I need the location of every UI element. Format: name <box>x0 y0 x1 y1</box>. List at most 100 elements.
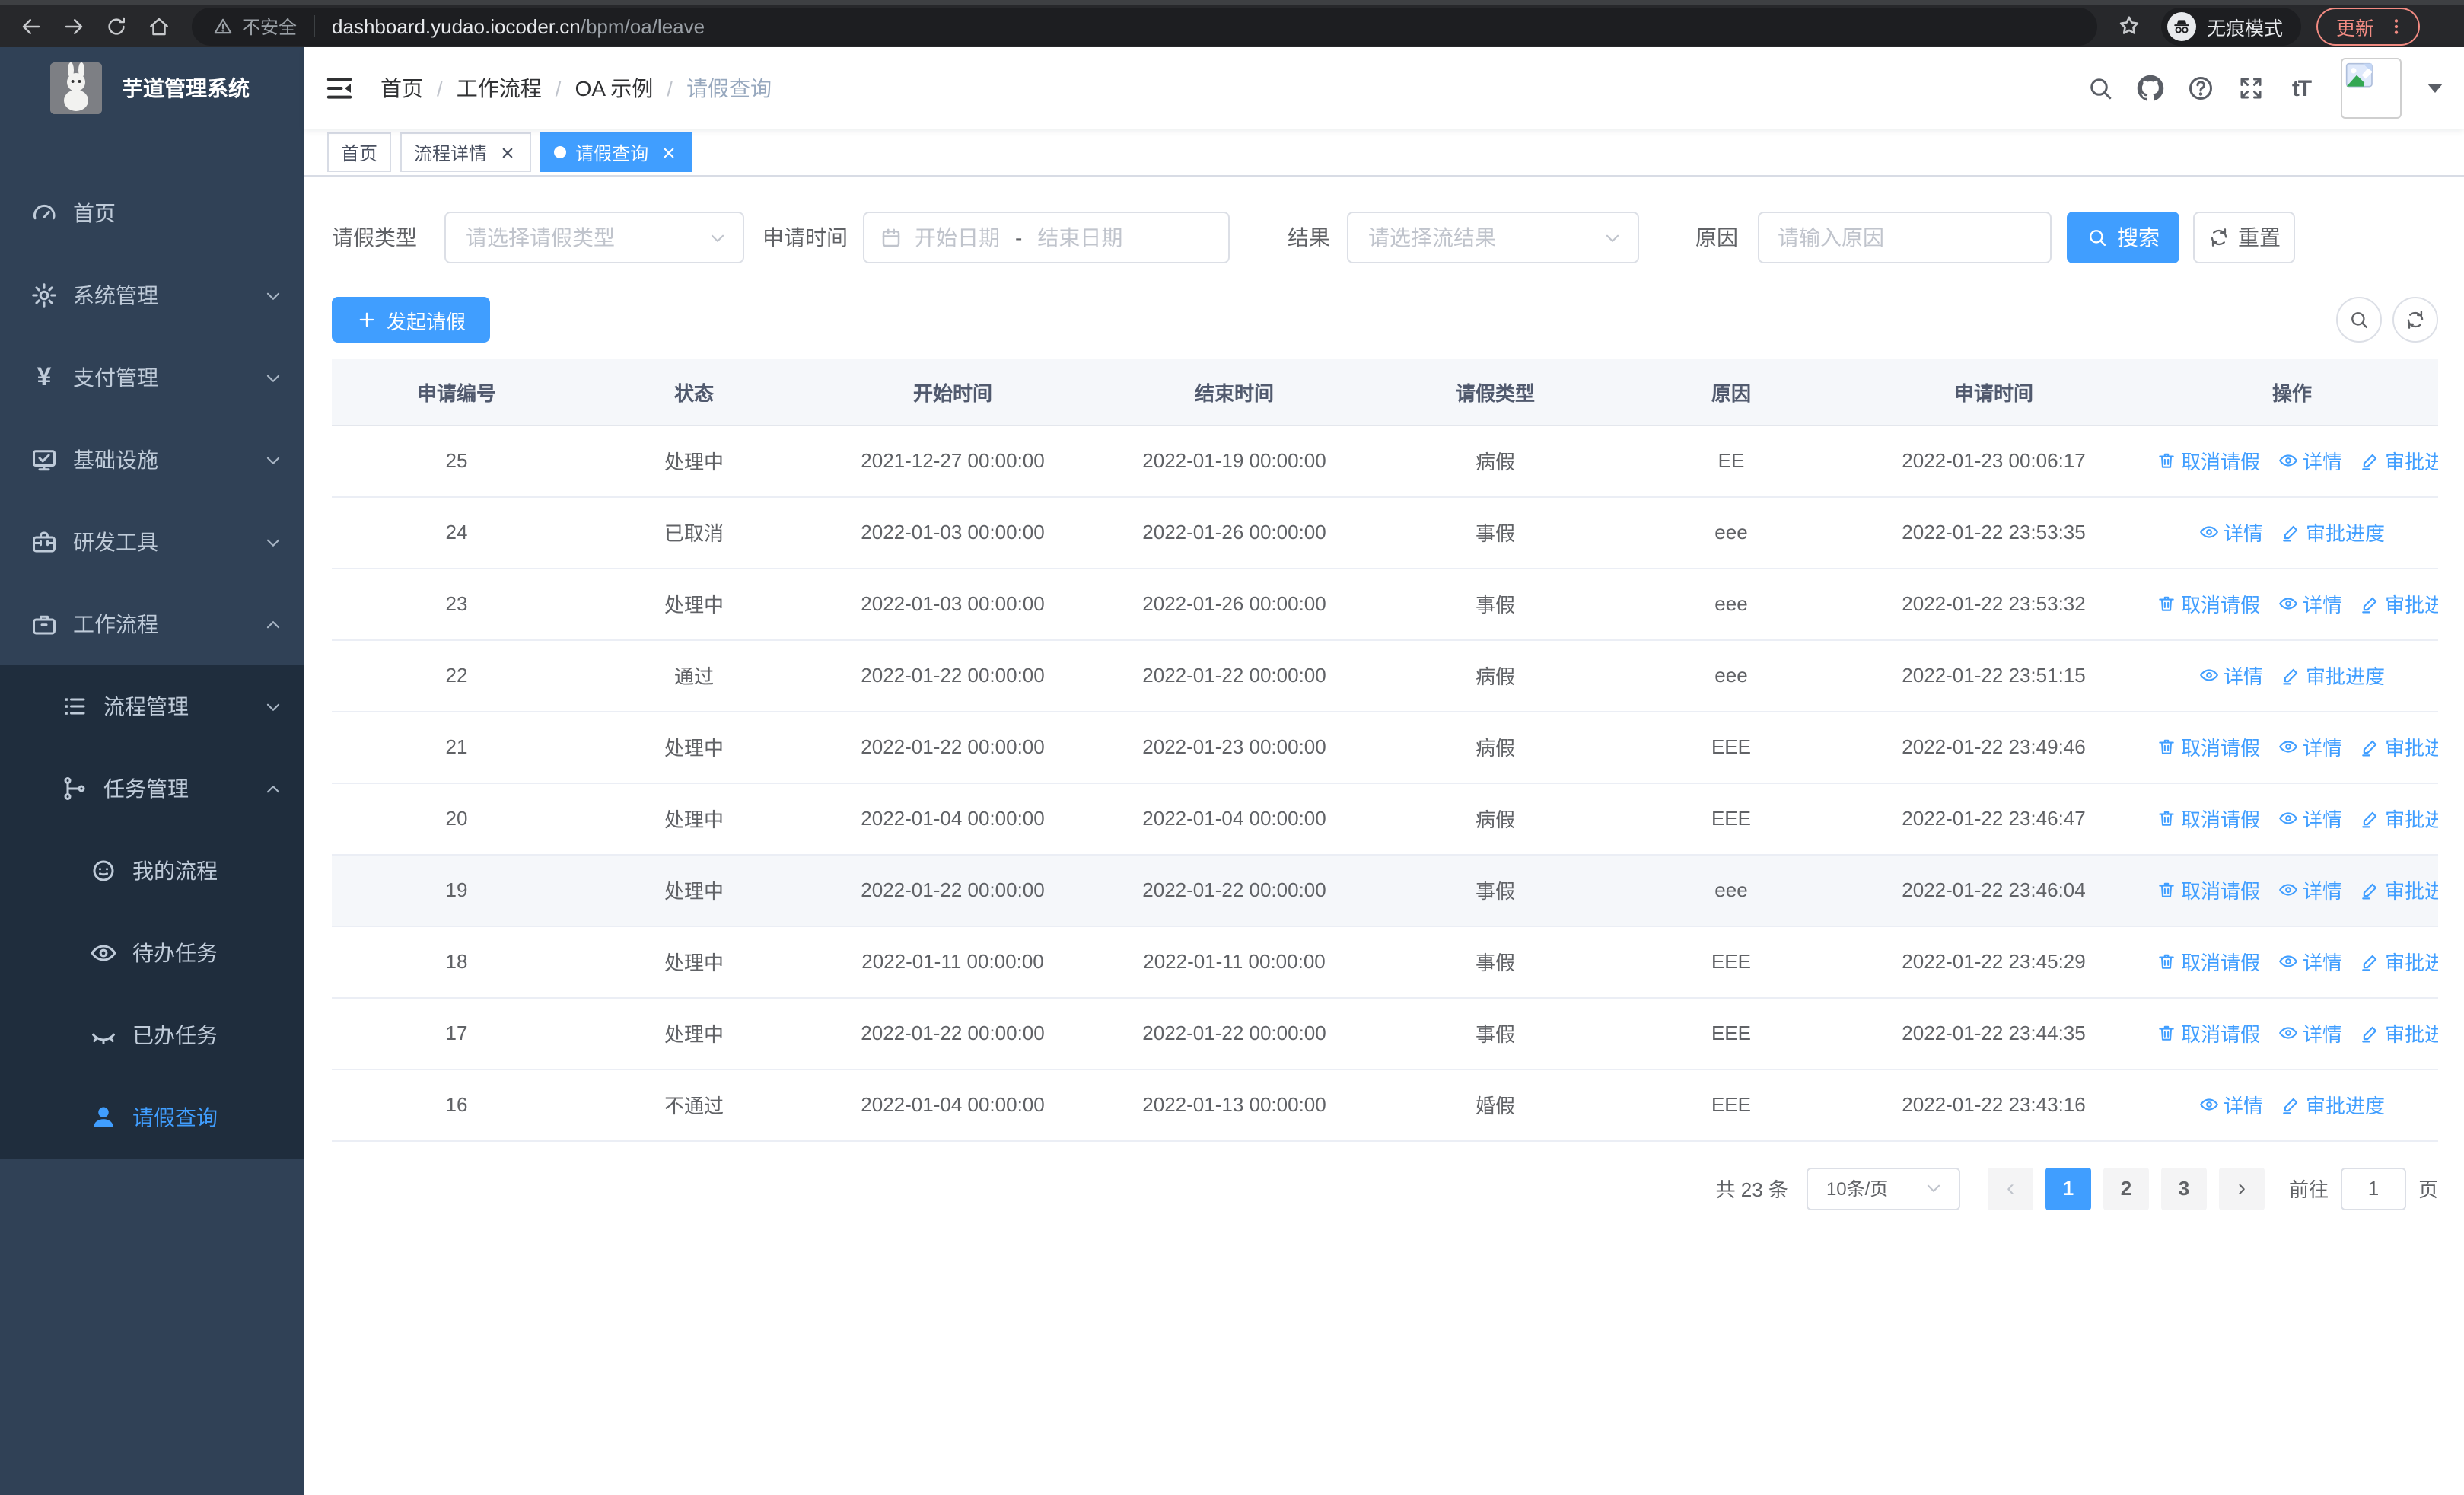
cell-id: 23 <box>332 568 581 640</box>
leave-type-select[interactable]: 请选择请假类型 <box>444 212 744 263</box>
sidebar-item-任务管理[interactable]: 任务管理 <box>0 748 304 830</box>
close-icon[interactable] <box>657 142 679 163</box>
cancel-leave-link[interactable]: 取消请假 <box>2157 804 2260 833</box>
search-icon <box>2348 309 2370 330</box>
eye-icon <box>2278 880 2298 900</box>
progress-link[interactable]: 审批进度 <box>2361 589 2438 618</box>
close-icon[interactable] <box>496 142 517 163</box>
breadcrumb-item[interactable]: 首页 <box>380 76 423 100</box>
avatar-caret-icon[interactable] <box>2427 84 2443 93</box>
reset-button[interactable]: 重置 <box>2193 212 2295 263</box>
table-row: 16 不通过 2022-01-04 00:00:00 2022-01-13 00:00… <box>332 1069 2438 1141</box>
tab-请假查询[interactable]: 请假查询 <box>540 132 693 172</box>
sidebar-item-研发工具[interactable]: 研发工具 <box>0 501 304 583</box>
progress-link[interactable]: 审批进度 <box>2361 804 2438 833</box>
cell-id: 18 <box>332 926 581 998</box>
sidebar-collapse-icon[interactable] <box>323 73 356 104</box>
kebab-menu-icon <box>2386 16 2406 36</box>
sidebar-item-请假查询[interactable]: 请假查询 <box>0 1076 304 1159</box>
page-size-select[interactable]: 10条/页 <box>1806 1167 1960 1210</box>
progress-link[interactable]: 审批进度 <box>2281 518 2385 547</box>
browser-back-button[interactable] <box>9 6 52 46</box>
detail-link[interactable]: 详情 <box>2199 518 2263 547</box>
detail-link[interactable]: 详情 <box>2199 1090 2263 1119</box>
hide-search-button[interactable] <box>2336 297 2382 343</box>
cell-type: 事假 <box>1370 854 1621 926</box>
page-button-3[interactable]: 3 <box>2160 1167 2207 1210</box>
detail-link[interactable]: 详情 <box>2278 1018 2342 1047</box>
sidebar-item-首页[interactable]: 首页 <box>0 172 304 254</box>
cell-apply-time: 2022-01-22 23:44:35 <box>1842 997 2146 1069</box>
breadcrumb-item[interactable]: OA 示例 <box>575 76 654 100</box>
browser-forward-button[interactable] <box>52 6 94 46</box>
progress-link[interactable]: 审批进度 <box>2361 732 2438 761</box>
detail-link[interactable]: 详情 <box>2278 804 2342 833</box>
progress-link[interactable]: 审批进度 <box>2361 1018 2438 1047</box>
font-size-icon[interactable]: tT <box>2291 75 2312 101</box>
prev-page-button[interactable]: ‹ <box>1987 1167 2033 1210</box>
refresh-table-button[interactable] <box>2392 297 2438 343</box>
apply-time-range-picker[interactable]: 开始日期 - 结束日期 <box>863 212 1230 263</box>
refresh-icon <box>2208 227 2229 248</box>
detail-link[interactable]: 详情 <box>2199 661 2263 690</box>
detail-link[interactable]: 详情 <box>2278 446 2342 475</box>
table-row: 23 处理中 2022-01-03 00:00:00 2022-01-26 00:00… <box>332 568 2438 640</box>
cancel-leave-link[interactable]: 取消请假 <box>2157 947 2260 976</box>
cell-status: 处理中 <box>581 711 807 783</box>
sidebar-item-支付管理[interactable]: ¥ 支付管理 <box>0 336 304 419</box>
end-date-placeholder: 结束日期 <box>1037 225 1123 250</box>
create-leave-button[interactable]: 发起请假 <box>332 297 491 343</box>
browser-update-button[interactable]: 更新 <box>2316 7 2421 45</box>
sidebar-item-流程管理[interactable]: 流程管理 <box>0 665 304 748</box>
breadcrumb-item[interactable]: 工作流程 <box>456 76 542 100</box>
tab-首页[interactable]: 首页 <box>327 132 392 172</box>
github-icon[interactable] <box>2134 75 2167 102</box>
tab-流程详情[interactable]: 流程详情 <box>400 132 532 172</box>
trash-icon <box>2157 880 2176 900</box>
app-logo[interactable]: 芋道管理系统 <box>0 47 304 128</box>
search-icon[interactable] <box>2084 75 2117 102</box>
cancel-leave-link[interactable]: 取消请假 <box>2157 875 2260 904</box>
next-page-button[interactable]: › <box>2218 1167 2265 1210</box>
reason-input[interactable] <box>1759 213 2050 262</box>
cell-start: 2022-01-22 00:00:00 <box>807 854 1099 926</box>
progress-link[interactable]: 审批进度 <box>2361 446 2438 475</box>
avatar[interactable] <box>2341 58 2402 119</box>
goto-page-input[interactable] <box>2340 1167 2406 1210</box>
cancel-leave-link[interactable]: 取消请假 <box>2157 589 2260 618</box>
progress-link[interactable]: 审批进度 <box>2361 875 2438 904</box>
cell-reason: EE <box>1621 425 1842 497</box>
progress-link[interactable]: 审批进度 <box>2281 1090 2385 1119</box>
browser-home-button[interactable] <box>137 6 180 46</box>
bookmark-star-icon[interactable] <box>2109 14 2149 38</box>
sidebar-item-label: 请假查询 <box>132 1105 218 1130</box>
sidebar-item-系统管理[interactable]: 系统管理 <box>0 254 304 336</box>
cell-type: 病假 <box>1370 711 1621 783</box>
address-bar[interactable]: 不安全 dashboard.yudao.iocoder.cn/bpm/oa/le… <box>192 7 2097 45</box>
sidebar-item-我的流程[interactable]: 我的流程 <box>0 830 304 912</box>
sidebar-item-已办任务[interactable]: 已办任务 <box>0 994 304 1076</box>
browser-reload-button[interactable] <box>94 6 137 46</box>
detail-link[interactable]: 详情 <box>2278 732 2342 761</box>
fullscreen-icon[interactable] <box>2234 75 2268 102</box>
cell-id: 20 <box>332 783 581 855</box>
detail-link[interactable]: 详情 <box>2278 875 2342 904</box>
result-label: 结果 <box>1288 225 1330 250</box>
help-icon[interactable] <box>2184 75 2217 102</box>
progress-link[interactable]: 审批进度 <box>2361 947 2438 976</box>
search-button[interactable]: 搜索 <box>2067 212 2179 263</box>
cancel-leave-link[interactable]: 取消请假 <box>2157 732 2260 761</box>
progress-link[interactable]: 审批进度 <box>2281 661 2385 690</box>
cell-start: 2022-01-03 00:00:00 <box>807 568 1099 640</box>
sidebar-item-工作流程[interactable]: 工作流程 <box>0 583 304 665</box>
eye-icon <box>2278 451 2298 470</box>
page-button-1[interactable]: 1 <box>2045 1167 2091 1210</box>
cancel-leave-link[interactable]: 取消请假 <box>2157 446 2260 475</box>
detail-link[interactable]: 详情 <box>2278 589 2342 618</box>
cancel-leave-link[interactable]: 取消请假 <box>2157 1018 2260 1047</box>
result-select[interactable]: 请选择流结果 <box>1347 212 1639 263</box>
sidebar-item-待办任务[interactable]: 待办任务 <box>0 912 304 994</box>
detail-link[interactable]: 详情 <box>2278 947 2342 976</box>
sidebar-item-基础设施[interactable]: 基础设施 <box>0 419 304 501</box>
page-button-2[interactable]: 2 <box>2103 1167 2149 1210</box>
